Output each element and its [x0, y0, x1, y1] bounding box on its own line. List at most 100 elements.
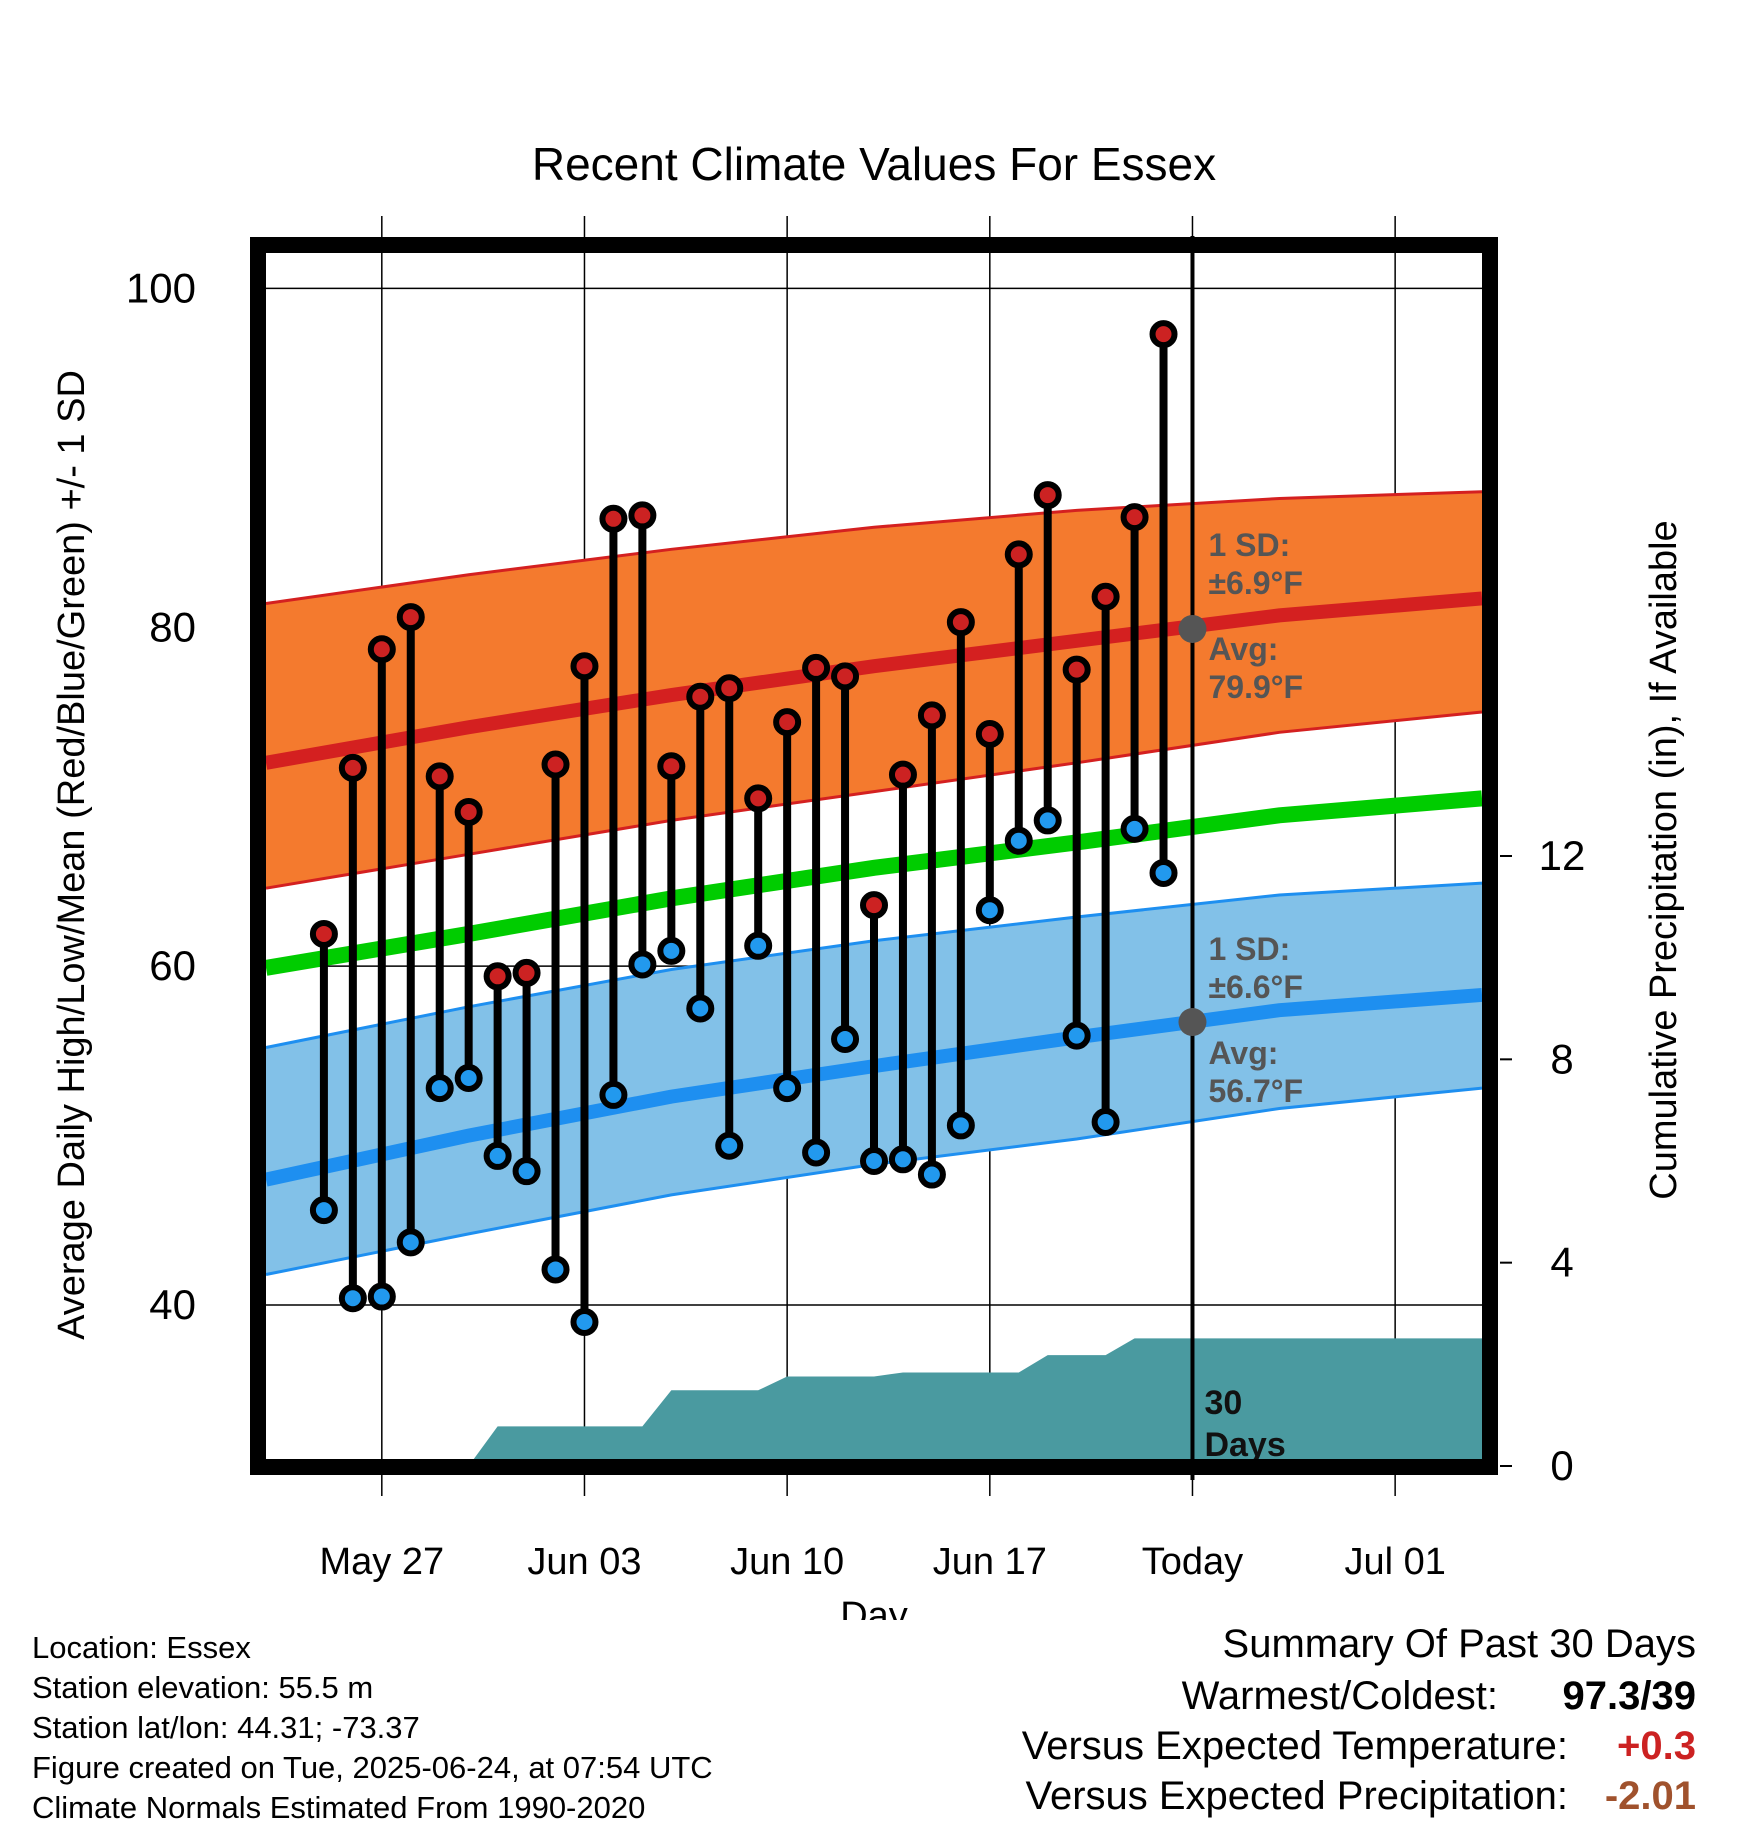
- daily-high-point: [1062, 655, 1091, 684]
- x-tick-label: Today: [1142, 1541, 1243, 1583]
- x-tick-label: May 27: [319, 1541, 444, 1583]
- plot-border: [250, 237, 1498, 1475]
- daily-high-point: [1120, 503, 1149, 532]
- x-tick-label: Jun 10: [730, 1541, 844, 1583]
- daily-high-point: [396, 603, 425, 632]
- elevation-text: Station elevation: 55.5 m: [32, 1670, 374, 1705]
- low-avg-value: 56.7°F: [1208, 1073, 1303, 1109]
- daily-low-point: [425, 1074, 454, 1103]
- precip-diff-label: Versus Expected Precipitation:: [1025, 1774, 1568, 1818]
- daily-low-point: [831, 1025, 860, 1053]
- daily-low-point: [802, 1138, 831, 1167]
- normals-text: Climate Normals Estimated From 1990-2020: [32, 1790, 646, 1825]
- y-axis-label-left: Average Daily High/Low/Mean (Red/Blue/Gr…: [51, 370, 93, 1340]
- daily-low-point: [1091, 1108, 1120, 1137]
- daily-high-point: [1033, 481, 1062, 510]
- daily-low-point: [773, 1074, 802, 1103]
- daily-low-point: [628, 950, 657, 979]
- daily-high-point: [715, 674, 744, 703]
- x-tick-label: Jun 03: [527, 1541, 641, 1583]
- daily-high-point: [570, 652, 599, 681]
- daily-high-point: [686, 682, 715, 711]
- daily-low-point: [715, 1131, 744, 1160]
- daily-high-point: [599, 504, 628, 533]
- daily-low-point: [1120, 814, 1149, 843]
- daily-low-point: [454, 1063, 483, 1092]
- daily-low-point: [1004, 826, 1033, 855]
- daily-high-point: [425, 762, 454, 791]
- daily-low-point: [367, 1282, 396, 1311]
- daily-high-point: [309, 919, 338, 948]
- daily-low-point: [570, 1307, 599, 1336]
- cumulative-precip-area: [266, 1338, 1482, 1466]
- x-tick-label: Jul 01: [1344, 1541, 1445, 1583]
- daily-high-point: [628, 501, 657, 530]
- y-tick-label-left: 100: [126, 264, 196, 311]
- high-sd-band: [266, 491, 1482, 889]
- high-avg-line: [264, 591, 1483, 770]
- daily-low-point: [744, 931, 773, 960]
- precip-label-30: 30: [1204, 1384, 1242, 1422]
- high-sd-value: ±6.9°F: [1208, 565, 1302, 601]
- chart-title: Recent Climate Values For Essex: [532, 138, 1216, 190]
- daily-low-point: [1149, 858, 1178, 887]
- daily-high-point: [888, 760, 917, 789]
- daily-low-point: [483, 1141, 512, 1170]
- y-tick-label-right: 0: [1550, 1442, 1573, 1489]
- low-avg-label: Avg:: [1208, 1035, 1278, 1071]
- daily-high-point: [454, 797, 483, 826]
- daily-low-point: [1062, 1021, 1091, 1050]
- daily-high-point: [338, 753, 367, 782]
- daily-high-point: [917, 701, 946, 730]
- daily-low-point: [512, 1157, 541, 1186]
- y-tick-label-right: 12: [1539, 832, 1586, 879]
- axes: 40 60 80 100 0 4 8 12 May 27 Jun 03 Jun 10 Jun 17 To…: [126, 264, 1585, 1583]
- high-sd-label: 1 SD:: [1208, 527, 1290, 563]
- y-tick-label-left: 80: [149, 603, 196, 650]
- station-info: Location: Essex Station elevation: 55.5 …: [32, 1628, 713, 1828]
- daily-high-point: [860, 891, 888, 920]
- daily-low-point: [860, 1147, 888, 1175]
- location-text: Location: Essex: [32, 1630, 251, 1665]
- plot-frame: [250, 237, 1498, 1475]
- y-tick-label-right: 8: [1550, 1035, 1573, 1082]
- daily-high-point: [657, 752, 686, 781]
- daily-high-point: [541, 750, 570, 779]
- summary-title: Summary Of Past 30 Days: [1222, 1622, 1696, 1666]
- temp-diff-label: Versus Expected Temperature:: [1021, 1724, 1568, 1768]
- daily-low-point: [975, 896, 1004, 925]
- high-avg-value: 79.9°F: [1208, 669, 1303, 705]
- daily-high-point: [802, 653, 831, 682]
- created-text: Figure created on Tue, 2025-06-24, at 07…: [32, 1750, 713, 1785]
- daily-low-point: [917, 1160, 946, 1189]
- warmest-label: Warmest/Coldest:: [1181, 1674, 1498, 1718]
- daily-low-point: [946, 1111, 975, 1140]
- daily-range-sticks: [319, 334, 1168, 1322]
- daily-high-point: [1004, 540, 1033, 569]
- daily-high-point: [946, 608, 975, 637]
- high-avg-today-marker: [1178, 614, 1207, 643]
- climate-chart: Recent Climate Values For Essex 1 SD:±6.…: [51, 138, 1685, 1620]
- daily-low-point: [1033, 806, 1062, 835]
- daily-low-point: [599, 1080, 628, 1109]
- daily-low-point: [888, 1145, 917, 1174]
- daily-high-point: [1149, 320, 1178, 349]
- high-avg-label: Avg:: [1208, 631, 1278, 667]
- daily-high-point: [773, 708, 802, 737]
- daily-high-point: [1091, 582, 1120, 611]
- y-tick-label-left: 60: [149, 942, 196, 989]
- daily-high-point: [367, 635, 396, 664]
- precip-diff-value: -2.01: [1604, 1774, 1696, 1818]
- daily-high-point: [483, 962, 512, 991]
- daily-high-point: [975, 720, 1004, 748]
- low-sd-label: 1 SD:: [1208, 931, 1290, 967]
- daily-low-point: [309, 1196, 338, 1225]
- precip-label-days: Days: [1204, 1426, 1285, 1464]
- daily-low-point: [686, 994, 715, 1023]
- precip-area: [266, 1338, 1482, 1466]
- daily-low-point: [657, 936, 686, 965]
- warmest-value: 97.3/39: [1562, 1674, 1696, 1718]
- daily-high-point: [744, 784, 773, 813]
- daily-low-point: [338, 1284, 367, 1313]
